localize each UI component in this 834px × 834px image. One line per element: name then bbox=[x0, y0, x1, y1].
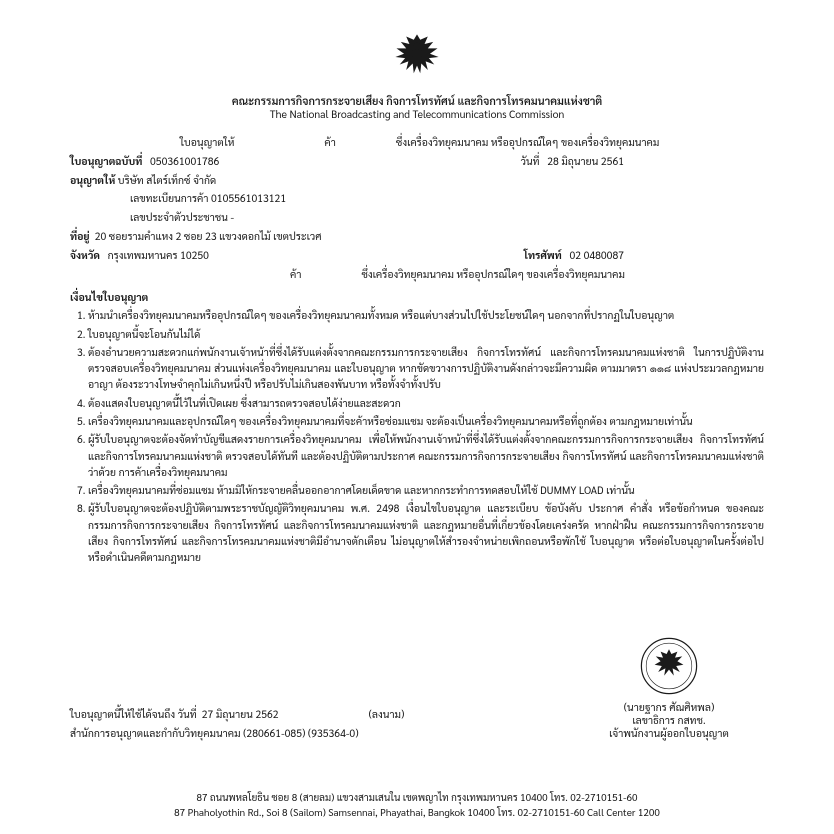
action2: ค้า bbox=[290, 267, 301, 284]
official-seal bbox=[574, 636, 764, 699]
validity-block: ใบอนุญาตนี้ให้ใช้ได้จนถึง วันที่ 27 มิถุ… bbox=[70, 707, 404, 741]
province-value: กรุงเทพมหานคร 10250 bbox=[108, 249, 209, 262]
subject2: ซึ่งเครื่องวิทยุคมนาคม หรืออุปกรณ์ใดๆ ขอ… bbox=[361, 267, 624, 284]
org-name-th: คณะกรรมการกิจการกระจายเสียง กิจการโทรทัศ… bbox=[70, 93, 764, 108]
footer-addr-en: 87 Phaholyothin Rd., Soi 8 (Sailom) Sams… bbox=[0, 806, 834, 821]
valid-until: 27 มิถุนายน 2562 bbox=[202, 707, 279, 724]
sign-label: (ลงนาม) bbox=[369, 707, 405, 724]
conditions-list: ห้ามนำเครื่องวิทยุคมนาคมหรืออุปกรณ์ใดๆ ข… bbox=[70, 308, 764, 566]
condition-item: ผู้รับใบอนุญาตจะต้องปฏิบัติตามพระราชบัญญ… bbox=[88, 501, 764, 566]
subject2-row: ค้า ซึ่งเครื่องวิทยุคมนาคม หรืออุปกรณ์ใด… bbox=[70, 267, 764, 284]
subject-label: ซึ่งเครื่องวิทยุคมนาคม หรืออุปกรณ์ใดๆ ขอ… bbox=[396, 135, 659, 152]
issue-date: 28 มิถุนายน 2561 bbox=[547, 155, 624, 168]
citizen-label: เลขประจำตัวประชาชน bbox=[130, 210, 228, 227]
footer-address: 87 ถนนพหลโยธิน ซอย 8 (สายลม) แขวงสามเสนใ… bbox=[0, 791, 834, 820]
permit-no: 050361001786 bbox=[150, 155, 219, 168]
signature-column: (นายฐากร ศัณศิหพล) เลขาธิการ กสทช. เจ้าพ… bbox=[574, 636, 764, 740]
condition-item: เครื่องวิทยุคมนาคมและอุปกรณ์ใดๆ ของเครื่… bbox=[88, 414, 764, 430]
condition-item: ใบอนุญาตนี้จะโอนกันไม่ได้ bbox=[88, 327, 764, 343]
footer-addr-th: 87 ถนนพหลโยธิน ซอย 8 (สายลม) แขวงสามเสนใ… bbox=[0, 791, 834, 806]
grantee-row: อนุญาตให้ บริษัท สไตร์เท็กซ์ จำกัด bbox=[70, 173, 764, 190]
valid-label: ใบอนุญาตนี้ให้ใช้ได้จนถึง วันที่ bbox=[70, 707, 197, 724]
condition-item: ต้องแสดงใบอนุญาตนี้ไว้ในที่เปิดเผย ซึ่งส… bbox=[88, 396, 764, 412]
trade-reg-no: 0105561013121 bbox=[211, 191, 286, 208]
province-phone-row: จังหวัด กรุงเทพมหานคร 10250 โทรศัพท์ 02 … bbox=[70, 248, 764, 265]
permit-header-row: ใบอนุญาตให้ ค้า ซึ่งเครื่องวิทยุคมนาคม ห… bbox=[70, 135, 764, 152]
trade-reg-row: เลขทะเบียนการค้า 0105561013121 bbox=[70, 191, 764, 208]
signer-title2: เจ้าพนักงานผู้ออกใบอนุญาต bbox=[574, 727, 764, 740]
citizen-row: เลขประจำตัวประชาชน - bbox=[70, 210, 764, 227]
permit-no-label: ใบอนุญาตฉบับที่ bbox=[70, 155, 142, 168]
org-name-en: The National Broadcasting and Telecommun… bbox=[70, 108, 764, 121]
grantee-name: บริษัท สไตร์เท็กซ์ จำกัด bbox=[118, 173, 216, 190]
address-label: ที่อยู่ bbox=[70, 229, 90, 246]
garuda-icon bbox=[390, 30, 444, 84]
trade-reg-label: เลขทะเบียนการค้า bbox=[130, 191, 208, 208]
signer-title1: เลขาธิการ กสทช. bbox=[574, 714, 764, 727]
condition-item: ผู้รับใบอนุญาตจะต้องจัดทำบัญชีแสดงรายการ… bbox=[88, 432, 764, 481]
condition-item: ต้องอำนวยความสะดวกแก่พนักงานเจ้าหน้าที่ซ… bbox=[88, 345, 764, 394]
address-row: ที่อยู่ 20 ซอยรามคำแหง 2 ซอย 23 แขวงดอกไ… bbox=[70, 229, 764, 246]
date-label: วันที่ bbox=[521, 155, 540, 168]
phone-value: 02 0480087 bbox=[569, 249, 624, 262]
phone-label: โทรศัพท์ bbox=[524, 249, 562, 262]
condition-item: เครื่องวิทยุคมนาคมที่ซ่อมแซม ห้ามมิให้กร… bbox=[88, 483, 764, 499]
citizen-id: - bbox=[230, 210, 234, 227]
conditions-title: เงื่อนไขใบอนุญาต bbox=[70, 291, 764, 304]
condition-item: ห้ามนำเครื่องวิทยุคมนาคมหรืออุปกรณ์ใดๆ ข… bbox=[88, 308, 764, 324]
seal-icon bbox=[639, 636, 699, 696]
office-line: สำนักการอนุญาตและกำกับวิทยุคมนาคม (28066… bbox=[70, 727, 404, 740]
permit-label: ใบอนุญาตให้ bbox=[180, 135, 234, 152]
document-page: คณะกรรมการกิจการกระจายเสียง กิจการโทรทัศ… bbox=[0, 0, 834, 758]
permit-no-row: ใบอนุญาตฉบับที่ 050361001786 วันที่ 28 ม… bbox=[70, 154, 764, 171]
province-label: จังหวัด bbox=[70, 249, 100, 262]
garuda-emblem bbox=[70, 30, 764, 87]
address-value: 20 ซอยรามคำแหง 2 ซอย 23 แขวงดอกไม้ เขตปร… bbox=[95, 229, 322, 246]
action-label: ค้า bbox=[324, 135, 335, 152]
grantee-label: อนุญาตให้ bbox=[70, 173, 115, 190]
footer-block: ใบอนุญาตนี้ให้ใช้ได้จนถึง วันที่ 27 มิถุ… bbox=[70, 636, 764, 740]
signer-name: (นายฐากร ศัณศิหพล) bbox=[574, 701, 764, 714]
